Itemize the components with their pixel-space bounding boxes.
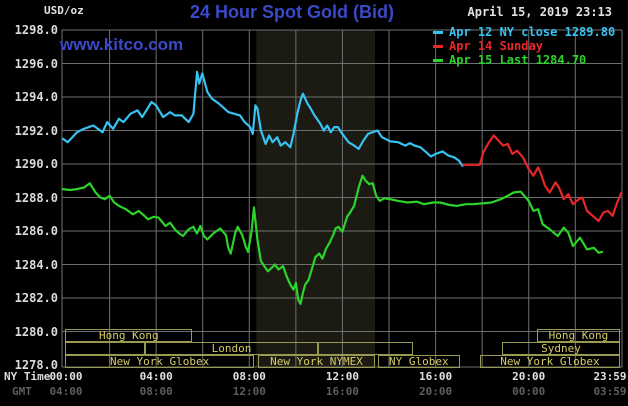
session-label: New York NYMEX [270, 355, 363, 368]
chart-title: 24 Hour Spot Gold (Bid) [190, 2, 394, 22]
legend-dash-icon [433, 30, 443, 34]
session-box-hong-kong: Hong Kong [65, 329, 193, 342]
session-label: New York Globex [500, 355, 600, 368]
x-axis-tick-ny: 12:00 [325, 370, 359, 383]
chart-datetime: April 15, 2019 23:13 [467, 5, 613, 19]
session-box-new-york-globex: New York Globex [479, 355, 621, 368]
x-axis-tick-gmt: 04:00 [49, 385, 83, 398]
y-axis-tick-label: 1288.0 [14, 190, 58, 205]
x-axis-tick-ny: 00:00 [49, 370, 83, 383]
x-axis-tick-gmt: 20:00 [419, 385, 453, 398]
session-label: Sydney [541, 342, 581, 355]
legend-dash-icon [433, 44, 443, 48]
x-axis-tick-ny: 23:59 [593, 370, 627, 383]
nymex-session-band [256, 30, 376, 367]
y-axis-unit-label: USD/oz [44, 4, 84, 17]
session-box-new-york-nymex: New York NYMEX [257, 355, 376, 368]
session-box [65, 342, 145, 355]
legend-item-apr12: Apr 12 NY close 1289.80 [433, 25, 615, 39]
kitco-watermark: www.kitco.com [60, 35, 184, 54]
x-axis-tick-gmt: 12:00 [232, 385, 266, 398]
legend-label: Apr 14 Sunday [449, 39, 543, 53]
ny-time-row-label: NY Time [4, 370, 51, 383]
y-axis-tick-label: 1280.0 [14, 324, 58, 339]
session-box-london: London [144, 342, 318, 355]
gmt-row-label: GMT [12, 385, 32, 398]
x-axis-tick-gmt: 08:00 [139, 385, 173, 398]
session-box [317, 342, 413, 355]
session-box-ny-globex: NY Globex [377, 355, 460, 368]
legend-label: Apr 15 Last 1284.70 [449, 53, 587, 67]
session-label: NY Globex [389, 355, 449, 368]
x-axis-tick-gmt: 03:59 [593, 385, 627, 398]
session-box-hong-kong: Hong Kong [536, 329, 620, 342]
y-axis-tick-label: 1292.0 [14, 123, 58, 138]
session-label: London [211, 342, 252, 355]
x-axis-tick-ny: 20:00 [512, 370, 546, 383]
y-axis-tick-label: 1290.0 [14, 157, 58, 171]
y-axis-tick-label: 1298.0 [14, 23, 58, 37]
y-axis-tick-label: 1284.0 [14, 257, 58, 272]
x-axis-tick-gmt: 16:00 [325, 385, 359, 398]
series-line-apr12 [61, 70, 464, 167]
legend-item-apr14: Apr 14 Sunday [433, 39, 615, 53]
session-box-new-york-globex: New York Globex [65, 355, 254, 368]
y-axis-tick-label: 1278.0 [14, 358, 58, 372]
y-axis-tick-label: 1294.0 [14, 90, 58, 104]
session-label: Hong Kong [548, 329, 609, 342]
session-label: New York Globex [109, 355, 210, 368]
legend-item-apr15: Apr 15 Last 1284.70 [433, 53, 615, 67]
series-line-apr14 [462, 134, 623, 223]
x-axis-tick-ny: 04:00 [139, 370, 173, 383]
legend-dash-icon [433, 58, 443, 62]
x-axis-tick-gmt: 00:00 [512, 385, 546, 398]
session-label: Hong Kong [98, 329, 159, 342]
legend-label: Apr 12 NY close 1289.80 [449, 25, 616, 39]
series-line-apr15 [61, 174, 604, 305]
session-box-sydney: Sydney [501, 342, 621, 355]
x-axis-tick-ny: 16:00 [419, 370, 453, 383]
y-axis-tick-label: 1296.0 [14, 56, 58, 71]
legend: Apr 12 NY close 1289.80 Apr 14 Sunday Ap… [433, 25, 615, 67]
y-axis-tick-label: 1286.0 [14, 224, 58, 238]
x-axis-tick-ny: 08:00 [232, 370, 266, 383]
y-axis-tick-label: 1282.0 [14, 291, 58, 305]
